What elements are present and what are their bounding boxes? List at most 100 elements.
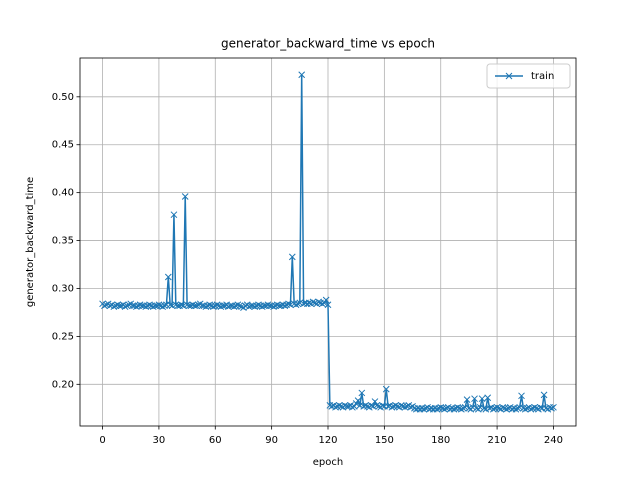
marker: [484, 394, 492, 402]
marker: [523, 404, 531, 412]
marker: [101, 302, 108, 310]
marker: [174, 302, 182, 310]
marker: [505, 404, 512, 412]
marker: [354, 397, 362, 404]
marker: [210, 303, 217, 311]
marker: [264, 301, 272, 309]
marker: [247, 302, 255, 310]
x-tick-label: 210: [488, 435, 507, 446]
x-tick-label: 180: [431, 435, 450, 446]
marker: [518, 392, 525, 400]
marker: [499, 403, 507, 411]
marker: [465, 404, 473, 412]
marker: [356, 402, 364, 409]
x-tick-label: 0: [99, 435, 105, 446]
marker: [384, 403, 392, 410]
y-tick-label: 0.20: [52, 379, 74, 390]
marker: [358, 389, 366, 397]
legend-marker: [505, 72, 513, 80]
marker: [478, 395, 486, 403]
marker: [292, 301, 300, 309]
marker: [401, 403, 409, 411]
marker: [138, 302, 146, 310]
marker: [512, 405, 520, 413]
marker: [202, 303, 210, 311]
marker: [294, 300, 302, 308]
marker: [129, 302, 136, 310]
x-tick-label: 90: [265, 435, 278, 446]
marker: [322, 296, 330, 304]
marker: [450, 405, 458, 413]
marker: [309, 298, 317, 306]
marker: [193, 302, 200, 310]
y-tick-label: 0.35: [52, 236, 74, 247]
y-tick-label: 0.50: [52, 92, 74, 103]
marker: [179, 302, 187, 310]
marker: [260, 302, 268, 310]
marker: [463, 396, 471, 403]
marker: [149, 303, 157, 311]
marker: [164, 273, 172, 281]
marker: [469, 403, 477, 411]
marker: [437, 403, 445, 411]
marker: [397, 402, 405, 409]
marker: [123, 302, 131, 310]
marker: [533, 404, 540, 412]
marker: [217, 303, 225, 311]
legend-label: train: [531, 71, 554, 82]
y-tick-label: 0.45: [52, 140, 74, 151]
marker: [159, 303, 167, 311]
marker: [454, 403, 461, 411]
marker: [542, 404, 550, 412]
marker: [106, 302, 114, 310]
marker: [116, 302, 123, 310]
marker: [136, 301, 144, 309]
marker: [221, 302, 229, 310]
marker: [183, 301, 191, 309]
marker: [281, 302, 289, 310]
marker: [288, 253, 296, 261]
marker: [392, 402, 399, 409]
marker: [371, 398, 379, 405]
marker: [181, 193, 189, 200]
marker: [536, 403, 544, 411]
marker: [296, 299, 304, 307]
marker: [433, 405, 441, 413]
marker: [473, 404, 480, 412]
marker: [195, 301, 202, 309]
marker: [117, 302, 125, 310]
marker: [350, 403, 358, 410]
x-tick-label: 30: [153, 435, 166, 446]
marker: [335, 402, 343, 409]
marker: [110, 303, 118, 311]
marker: [121, 303, 129, 311]
marker: [241, 302, 249, 310]
marker: [266, 302, 274, 310]
marker: [125, 301, 133, 309]
x-tick-label: 150: [375, 435, 394, 446]
marker: [394, 403, 401, 410]
marker: [275, 302, 283, 310]
marker: [369, 403, 377, 410]
x-axis-label: epoch: [313, 457, 343, 468]
marker: [375, 403, 383, 410]
marker: [476, 403, 484, 411]
marker: [493, 403, 501, 411]
marker: [516, 403, 523, 411]
marker: [407, 403, 415, 411]
marker: [198, 302, 206, 310]
marker: [459, 404, 467, 412]
marker: [341, 402, 349, 409]
marker: [471, 395, 478, 403]
x-tick-label: 60: [209, 435, 222, 446]
marker: [142, 303, 150, 311]
marker: [550, 403, 557, 411]
marker: [382, 385, 390, 393]
marker: [443, 404, 450, 412]
marker: [548, 404, 555, 412]
marker: [332, 403, 339, 411]
marker: [328, 403, 336, 410]
marker: [362, 402, 369, 409]
marker: [178, 301, 185, 309]
marker: [343, 403, 351, 410]
